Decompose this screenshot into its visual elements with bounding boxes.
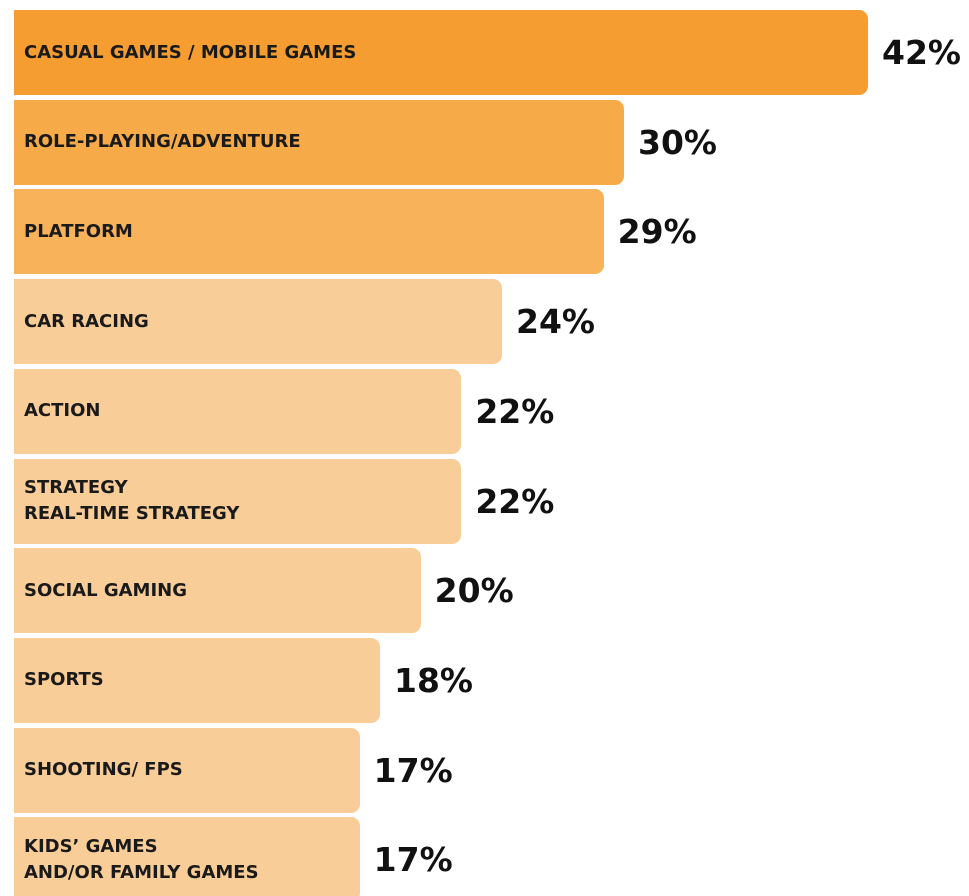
bar: ACTION — [14, 368, 462, 454]
category-label: SPORTS — [24, 669, 104, 691]
category-label: KIDS’ GAMES AND/OR FAMILY GAMES — [24, 835, 259, 883]
bar: SHOOTING/ FPS — [14, 727, 360, 813]
category-label: CASUAL GAMES / MOBILE GAMES — [24, 41, 357, 63]
bar: SPORTS — [14, 637, 380, 723]
category-label: CAR RACING — [24, 310, 149, 332]
value-label: 22% — [475, 481, 555, 521]
value-label: 17% — [373, 840, 453, 880]
bar: KIDS’ GAMES AND/OR FAMILY GAMES — [14, 817, 360, 896]
bar: CASUAL GAMES / MOBILE GAMES — [14, 10, 868, 95]
value-label: 18% — [394, 660, 473, 700]
category-label: STRATEGY REAL-TIME STRATEGY — [24, 477, 240, 524]
bar: SOCIAL GAMING — [14, 548, 421, 634]
category-label: SOCIAL GAMING — [24, 579, 187, 601]
value-label: 22% — [475, 391, 555, 431]
bar: ROLE-PLAYING/ADVENTURE — [14, 99, 624, 185]
category-label: PLATFORM — [24, 220, 133, 242]
value-label: 30% — [638, 122, 717, 162]
bar: CAR RACING — [14, 279, 502, 365]
bar: STRATEGY REAL-TIME STRATEGY — [14, 458, 462, 544]
value-label: 20% — [434, 571, 514, 611]
value-label: 42% — [882, 33, 961, 72]
value-label: 29% — [617, 212, 697, 252]
value-label: 17% — [373, 750, 453, 790]
category-label: SHOOTING/ FPS — [24, 759, 183, 781]
value-label: 24% — [516, 302, 595, 342]
category-label: ROLE-PLAYING/ADVENTURE — [24, 131, 301, 153]
category-label: ACTION — [24, 400, 101, 422]
bar: PLATFORM — [14, 189, 604, 275]
